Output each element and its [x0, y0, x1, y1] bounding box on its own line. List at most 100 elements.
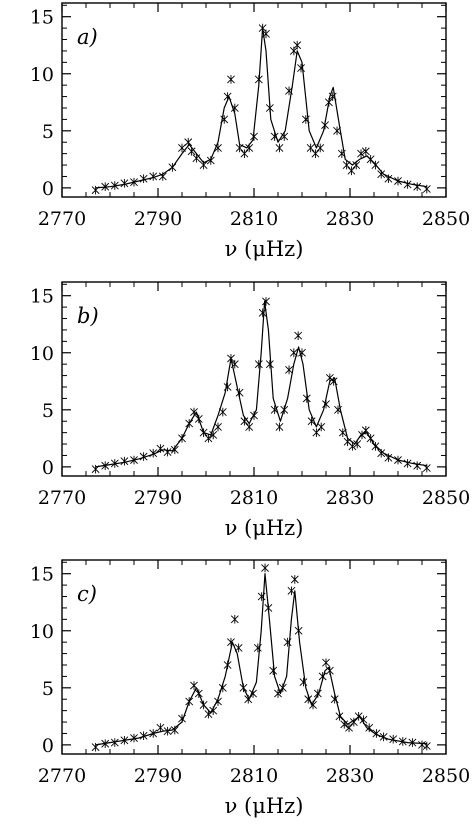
data-point-marker: [170, 725, 179, 735]
data-point-marker: [120, 456, 129, 466]
data-point-marker: [359, 715, 368, 725]
data-point-marker: [220, 115, 229, 124]
data-point-marker: [384, 174, 393, 184]
data-point-marker: [101, 461, 110, 471]
data-point-marker: [334, 405, 342, 415]
data-point-marker: [190, 407, 198, 417]
data-point-marker: [348, 442, 357, 451]
panel-label: b): [77, 304, 99, 328]
x-tick-label: 2790: [134, 208, 182, 230]
data-point-marker: [398, 737, 407, 746]
data-point-marker: [345, 723, 353, 733]
data-point-marker: [342, 160, 351, 170]
data-point-marker: [249, 689, 257, 698]
data-point-marker: [192, 153, 201, 163]
panel-label: a): [77, 25, 98, 49]
data-point-marker: [294, 331, 303, 340]
data-point-marker: [218, 407, 227, 417]
x-tick-label: 2810: [230, 487, 278, 509]
data-point-marker: [337, 149, 346, 158]
y-tick-label: 10: [30, 621, 54, 643]
x-tick-label: 2850: [422, 765, 470, 787]
data-point-marker: [358, 430, 366, 440]
panel-frame: [61, 559, 447, 755]
y-tick-label: 0: [42, 457, 54, 479]
data-point-marker: [321, 120, 329, 130]
data-point-marker: [168, 163, 177, 172]
data-point-marker: [366, 155, 375, 164]
data-point-marker: [389, 734, 398, 744]
data-point-marker: [377, 448, 386, 458]
panel-frame: [61, 2, 447, 198]
data-point-marker: [293, 40, 302, 50]
data-point-marker: [324, 97, 333, 107]
x-tick-label: 2830: [326, 765, 374, 787]
data-point-marker: [209, 430, 218, 440]
data-point-marker: [130, 733, 138, 743]
data-point-marker: [149, 172, 158, 181]
data-point-marker: [261, 563, 269, 573]
data-point-marker: [354, 712, 363, 721]
model-fit-line: [95, 573, 427, 746]
data-point-marker: [365, 723, 374, 733]
data-point-marker: [275, 422, 284, 432]
data-point-marker: [101, 739, 110, 749]
data-point-marker: [280, 405, 289, 415]
data-point-marker: [110, 459, 119, 468]
data-point-marker: [139, 731, 148, 741]
data-point-marker: [130, 455, 138, 465]
x-tick-label: 2810: [230, 765, 278, 787]
x-axis-label: ν (μHz): [225, 794, 304, 818]
x-tick-label: 2810: [230, 208, 278, 230]
y-tick-label: 5: [42, 121, 54, 143]
data-point-marker: [227, 75, 235, 84]
data-point-marker: [163, 447, 172, 457]
x-tick-label: 2830: [326, 487, 374, 509]
data-point-marker: [254, 75, 263, 84]
data-point-marker: [270, 132, 279, 141]
data-point-marker: [413, 461, 422, 471]
data-point-marker: [371, 160, 380, 170]
data-point-marker: [253, 643, 262, 653]
data-point-marker: [384, 453, 393, 463]
data-point-marker: [250, 411, 258, 420]
data-point-marker: [170, 445, 179, 455]
x-tick-label: 2770: [38, 487, 86, 509]
data-point-marker: [329, 376, 338, 386]
data-point-marker: [307, 416, 316, 426]
data-point-marker: [317, 422, 326, 432]
data-point-marker: [340, 720, 349, 729]
data-point-marker: [343, 437, 352, 447]
data-point-marker: [139, 452, 148, 461]
data-point-marker: [209, 706, 218, 715]
data-point-marker: [269, 666, 278, 676]
data-point-marker: [394, 455, 402, 465]
data-point-marker: [227, 637, 235, 647]
x-tick-label: 2850: [422, 208, 470, 230]
data-point-marker: [318, 672, 327, 681]
y-tick-label: 10: [30, 64, 54, 86]
y-tick-label: 15: [30, 564, 54, 586]
data-point-marker: [306, 143, 315, 153]
y-tick-label: 0: [42, 178, 54, 200]
data-point-marker: [204, 434, 213, 443]
data-point-marker: [372, 729, 381, 738]
data-point-marker: [270, 405, 279, 415]
data-point-marker: [333, 126, 341, 136]
data-point-marker: [149, 448, 158, 458]
data-point-marker: [357, 149, 365, 158]
data-point-marker: [199, 700, 208, 710]
data-point-marker: [403, 180, 412, 189]
data-point-marker: [178, 714, 186, 723]
data-point-marker: [223, 660, 232, 670]
data-point-marker: [294, 626, 303, 636]
data-point-marker: [265, 359, 274, 369]
data-point-marker: [330, 694, 339, 704]
data-point-marker: [149, 729, 158, 738]
panel-frame: [61, 281, 447, 477]
data-point-marker: [214, 143, 222, 153]
data-point-marker: [185, 419, 194, 428]
data-point-marker: [298, 348, 306, 358]
data-point-marker: [290, 575, 299, 584]
